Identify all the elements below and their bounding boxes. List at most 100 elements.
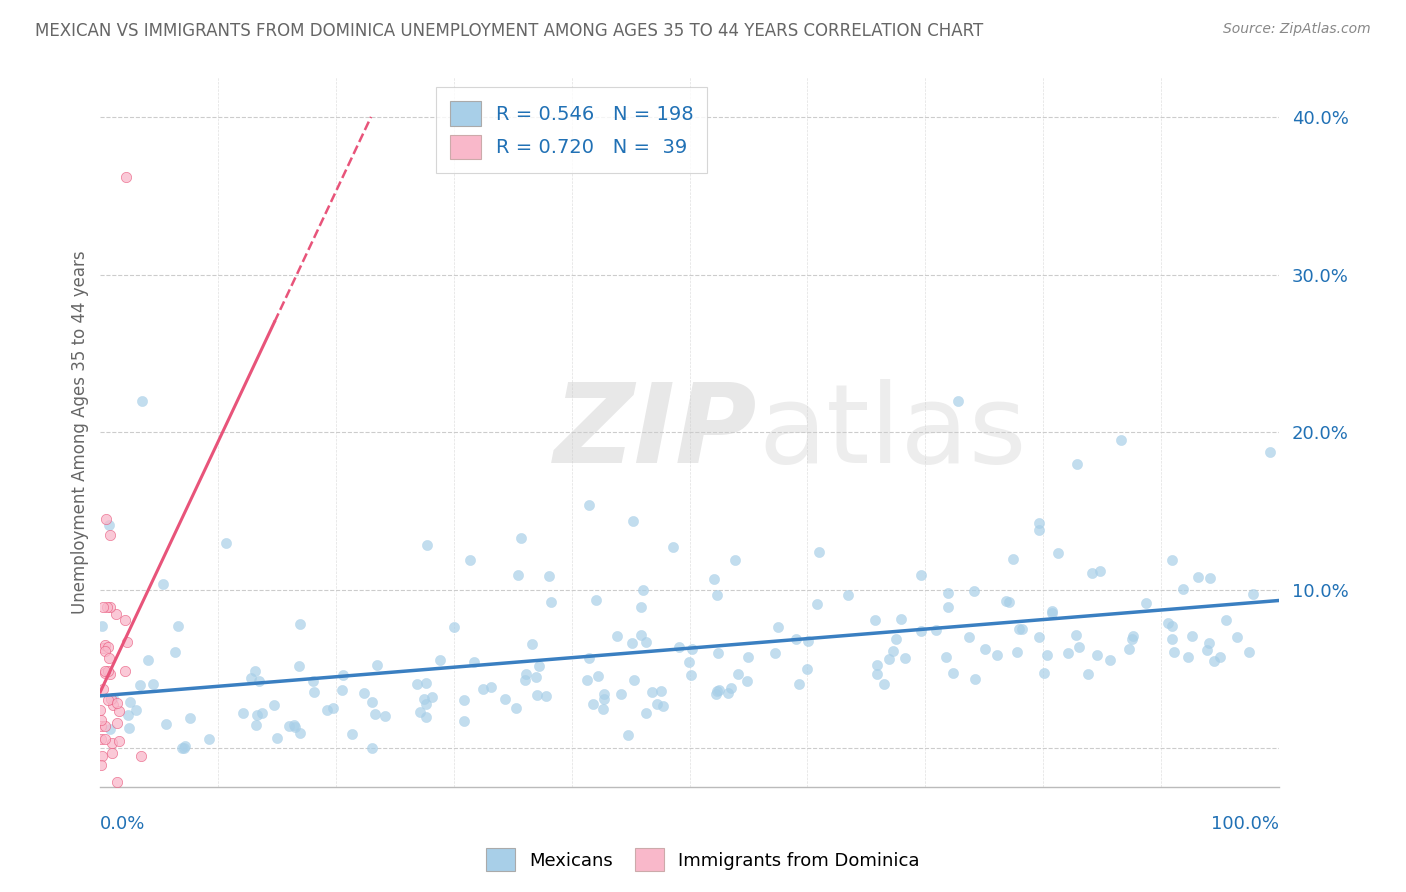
Point (463, 656, 485, 670)
Point (986, 648, 1008, 663)
Point (995, 594, 1018, 608)
Point (630, 628, 652, 642)
Point (93, 638, 115, 652)
Point (1199, 571, 1222, 585)
Point (973, 642, 995, 657)
Y-axis label: Unemployment Among Ages 35 to 44 years: Unemployment Among Ages 35 to 44 years (72, 251, 89, 614)
Point (173, 740, 195, 755)
Point (1171, 582, 1194, 596)
Point (724, 552, 747, 566)
Point (90, 731, 112, 746)
Point (1028, 630, 1050, 644)
Point (494, 691, 516, 706)
Point (316, 703, 339, 717)
Point (1002, 552, 1025, 566)
Point (534, 690, 557, 704)
Point (101, 746, 124, 760)
Point (94, 731, 117, 746)
Point (302, 674, 325, 689)
Point (1088, 564, 1111, 578)
Point (796, 662, 818, 676)
Point (420, 690, 443, 704)
Point (105, 696, 128, 710)
Point (707, 646, 730, 660)
Point (582, 698, 605, 712)
Point (998, 595, 1021, 609)
Point (479, 680, 502, 694)
Point (620, 636, 643, 650)
Point (131, 393, 153, 408)
Point (117, 721, 139, 735)
Point (129, 748, 152, 763)
Point (1118, 642, 1140, 657)
Point (524, 670, 547, 684)
Point (942, 665, 965, 680)
Point (443, 620, 465, 634)
Point (98, 667, 121, 681)
Point (1028, 516, 1050, 531)
Point (361, 740, 384, 755)
Point (1226, 631, 1249, 645)
Point (114, 614, 136, 628)
Point (1195, 643, 1218, 657)
Point (1008, 622, 1031, 636)
Point (1241, 587, 1264, 601)
Point (935, 649, 957, 664)
Point (884, 632, 907, 647)
Point (592, 701, 614, 715)
Point (1258, 445, 1281, 459)
Point (681, 642, 703, 657)
Point (1121, 632, 1143, 646)
Point (98, 527, 121, 541)
Point (91, 749, 114, 764)
Point (877, 652, 900, 666)
Point (640, 685, 662, 699)
Point (243, 664, 266, 678)
Point (703, 572, 725, 586)
Point (152, 577, 174, 591)
Point (101, 698, 124, 712)
Point (706, 588, 728, 602)
Point (246, 708, 269, 723)
Point (101, 691, 124, 706)
Point (453, 714, 475, 728)
Point (94, 719, 117, 733)
Point (167, 619, 190, 633)
Point (707, 682, 730, 697)
Text: MEXICAN VS IMMIGRANTS FROM DOMINICA UNEMPLOYMENT AMONG AGES 35 TO 44 YEARS CORRE: MEXICAN VS IMMIGRANTS FROM DOMINICA UNEM… (35, 22, 983, 40)
Point (1161, 619, 1184, 633)
Point (957, 630, 980, 644)
Point (785, 632, 807, 646)
Point (866, 667, 889, 681)
Point (245, 718, 267, 732)
Point (948, 393, 970, 408)
Text: 0.0%: 0.0% (100, 815, 146, 833)
Point (125, 703, 148, 717)
Point (510, 531, 533, 545)
Point (179, 711, 201, 725)
Point (1209, 649, 1232, 664)
Point (97, 693, 120, 707)
Text: ZIP: ZIP (554, 379, 758, 485)
Point (98, 600, 121, 615)
Point (515, 673, 537, 687)
Point (1239, 645, 1261, 659)
Point (1122, 629, 1144, 643)
Point (806, 597, 828, 611)
Legend: R = 0.546   N = 198, R = 0.720   N =  39: R = 0.546 N = 198, R = 0.720 N = 39 (436, 87, 707, 173)
Point (578, 498, 600, 512)
Point (1160, 553, 1182, 567)
Point (108, 704, 131, 718)
Point (735, 673, 758, 688)
Point (1047, 546, 1070, 560)
Point (1181, 630, 1204, 644)
Point (415, 676, 437, 690)
Point (278, 719, 301, 733)
Point (636, 635, 658, 649)
Point (797, 634, 820, 648)
Text: Source: ZipAtlas.com: Source: ZipAtlas.com (1223, 22, 1371, 37)
Point (198, 732, 221, 747)
Point (471, 681, 494, 696)
Point (409, 705, 432, 719)
Point (453, 693, 475, 707)
